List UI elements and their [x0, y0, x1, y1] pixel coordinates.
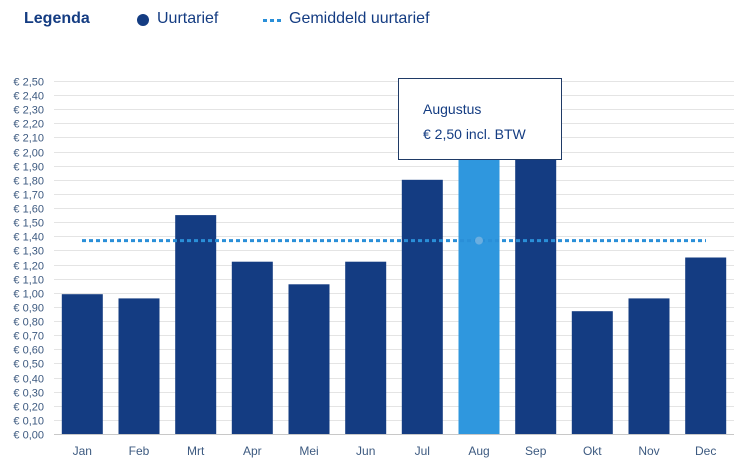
x-category-label: Feb: [129, 444, 150, 458]
bar-jul[interactable]: [401, 179, 443, 434]
y-tick-label: € 2,30: [13, 105, 44, 117]
legend-series-label[interactable]: Uurtarief: [157, 10, 219, 27]
y-tick-label: € 1,60: [13, 204, 44, 216]
y-tick-label: € 0,80: [13, 317, 44, 329]
bar-apr[interactable]: [231, 261, 273, 434]
y-tick-label: € 0,90: [13, 303, 44, 315]
y-tick-label: € 2,10: [13, 133, 44, 145]
y-tick-label: € 0,00: [13, 430, 44, 442]
y-tick-label: € 0,20: [13, 402, 44, 414]
average-line: [82, 236, 706, 245]
bar-jan[interactable]: [61, 294, 103, 434]
y-tick-label: € 0,70: [13, 331, 44, 343]
y-tick-label: € 0,10: [13, 416, 44, 428]
x-category-label: Okt: [583, 444, 602, 458]
bar-okt[interactable]: [571, 311, 613, 434]
x-category-label: Mei: [299, 444, 318, 458]
bar-mei[interactable]: [288, 284, 330, 434]
legend: Legenda Uurtarief Gemiddeld uurtarief: [0, 0, 747, 40]
x-category-label: Aug: [468, 444, 489, 458]
y-tick-label: € 0,50: [13, 359, 44, 371]
bars: [61, 81, 727, 435]
average-marker: [475, 236, 483, 245]
y-tick-label: € 2,50: [13, 77, 44, 89]
bar-mrt[interactable]: [175, 215, 217, 434]
x-category-label: Nov: [638, 444, 659, 458]
tooltip: Augustus € 2,50 incl. BTW: [398, 78, 562, 160]
y-axis-ticks: € 0,00 € 0,10 € 0,20 € 0,30 € 0,40 € 0,50 € 0,…: [13, 77, 44, 442]
x-category-label: Jul: [415, 444, 430, 458]
y-tick-label: € 1,10: [13, 275, 44, 287]
y-tick-label: € 1,50: [13, 218, 44, 230]
legend-title: Legenda: [24, 10, 90, 27]
bar-sep[interactable]: [515, 137, 557, 435]
legend-series-dot-icon: [137, 14, 149, 26]
y-tick-label: € 2,20: [13, 119, 44, 131]
x-category-label: Dec: [695, 444, 716, 458]
legend-average-label[interactable]: Gemiddeld uurtarief: [289, 10, 430, 27]
y-tick-label: € 1,30: [13, 246, 44, 258]
bar-jun[interactable]: [345, 261, 387, 434]
y-tick-label: € 1,20: [13, 261, 44, 273]
y-tick-label: € 1,70: [13, 190, 44, 202]
x-category-label: Jan: [73, 444, 92, 458]
bar-dec[interactable]: [685, 257, 727, 435]
y-tick-label: € 1,00: [13, 289, 44, 301]
y-tick-label: € 2,00: [13, 148, 44, 160]
bar-nov[interactable]: [628, 298, 670, 434]
bar-feb[interactable]: [118, 298, 160, 434]
legend-average-dash-icon: [263, 19, 267, 22]
tooltip-month: Augustus: [423, 101, 482, 117]
y-tick-label: € 2,40: [13, 91, 44, 103]
y-tick-label: € 1,80: [13, 176, 44, 188]
grid: [54, 81, 734, 435]
y-tick-label: € 0,60: [13, 345, 44, 357]
y-tick-label: € 0,40: [13, 374, 44, 386]
tooltip-value: € 2,50 incl. BTW: [423, 126, 526, 142]
y-tick-label: € 1,40: [13, 232, 44, 244]
x-category-label: Mrt: [187, 444, 205, 458]
x-category-label: Apr: [243, 444, 262, 458]
y-tick-label: € 1,90: [13, 162, 44, 174]
y-tick-label: € 0,30: [13, 388, 44, 400]
x-axis-categories: Jan Feb Mrt Apr Mei Jun Jul Aug Sep Okt Nov Dec: [73, 444, 717, 458]
x-category-label: Sep: [525, 444, 547, 458]
x-category-label: Jun: [356, 444, 375, 458]
